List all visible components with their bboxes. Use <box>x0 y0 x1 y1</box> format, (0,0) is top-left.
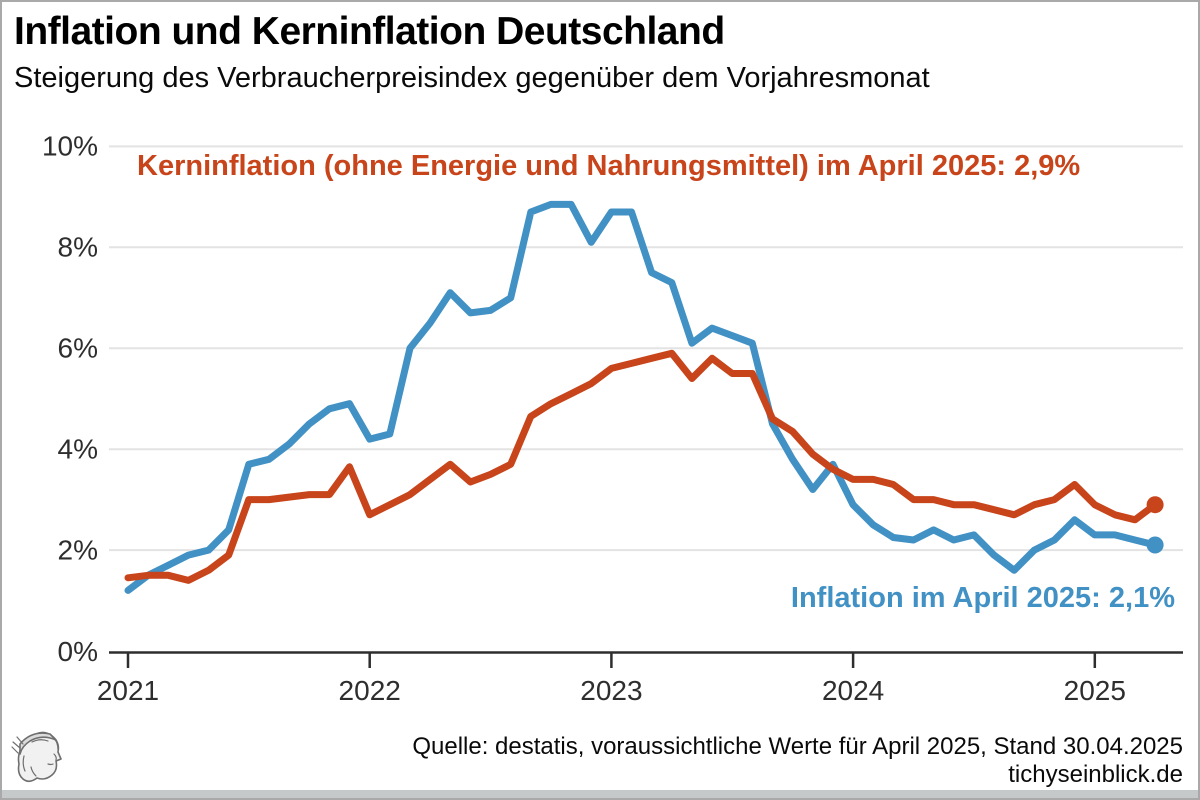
x-label-2024: 2024 <box>822 675 884 706</box>
x-label-2022: 2022 <box>339 675 401 706</box>
page-subtitle: Steigerung des Verbraucherpreisindex geg… <box>14 62 930 94</box>
core-inflation-annotation: Kerninflation (ohne Energie und Nahrungs… <box>137 150 1081 182</box>
core-inflation-end-dot <box>1146 496 1164 514</box>
y-label-4pct: 4% <box>58 434 98 465</box>
y-label-2pct: 2% <box>58 535 98 566</box>
x-label-2025: 2025 <box>1064 675 1126 706</box>
x-label-2021: 2021 <box>97 675 159 706</box>
source-note: Quelle: destatis, voraussichtliche Werte… <box>412 733 1183 789</box>
core-inflation-line <box>124 349 1159 584</box>
y-label-10pct: 10% <box>42 131 98 162</box>
bottom-strip <box>2 790 1198 798</box>
x-label-2023: 2023 <box>580 675 642 706</box>
inflation-end-dot <box>1146 536 1164 554</box>
y-tick-labels: 0% 2% 4% 6% 8% 10% <box>42 131 98 668</box>
source-line: Quelle: destatis, voraussichtliche Werte… <box>412 733 1183 760</box>
site-name: tichyseinblick.de <box>1008 761 1183 788</box>
inflation-line <box>124 200 1159 594</box>
page-title: Inflation und Kerninflation Deutschland <box>14 10 725 53</box>
hermes-head-icon <box>11 731 62 783</box>
gridlines <box>109 145 1183 552</box>
y-label-6pct: 6% <box>58 333 98 364</box>
y-label-8pct: 8% <box>58 232 98 263</box>
y-label-0pct: 0% <box>58 636 98 667</box>
inflation-annotation: Inflation im April 2025: 2,1% <box>790 582 1175 614</box>
x-axis <box>109 651 1183 668</box>
x-tick-labels: 2021 2022 2023 2024 2025 <box>97 675 1126 706</box>
